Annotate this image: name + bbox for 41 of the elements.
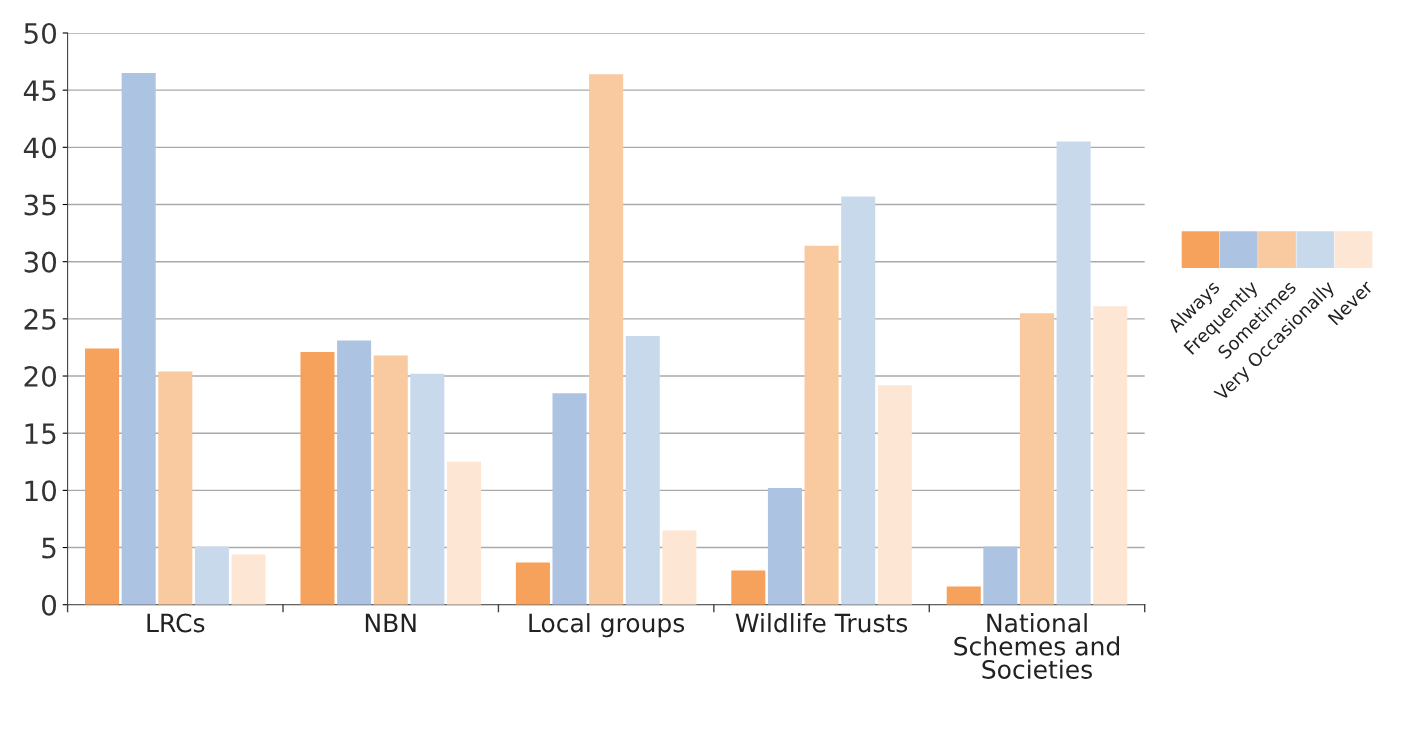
y-tick-label: 25	[24, 308, 56, 330]
y-tick-label: 50	[24, 22, 57, 44]
bar	[300, 352, 335, 605]
bar	[515, 562, 550, 605]
bar	[1093, 306, 1128, 605]
x-tick-label: Wildlife Trusts	[735, 613, 908, 633]
bar	[446, 461, 481, 605]
y-tick-label: 40	[23, 137, 57, 159]
x-tick-label: Local groups	[529, 613, 685, 638]
bar	[194, 546, 229, 605]
bar	[877, 385, 912, 605]
bar	[158, 371, 193, 605]
y-tick-label: 30	[24, 251, 57, 273]
bar	[337, 340, 372, 605]
y-tick-label: 15	[25, 423, 56, 445]
bar	[1019, 313, 1055, 605]
bar	[410, 373, 445, 605]
y-tick-label: 45	[23, 80, 56, 102]
y-tick-label: 35	[24, 194, 56, 216]
bar	[983, 546, 1018, 605]
bar	[946, 586, 981, 605]
y-tick-label: 20	[24, 365, 57, 387]
bar	[552, 393, 587, 605]
y-tick-label: 0	[42, 594, 57, 616]
bar	[804, 245, 839, 605]
y-tick-label: 10	[25, 480, 57, 502]
bar	[841, 196, 876, 605]
bar	[373, 355, 408, 605]
x-tick-label: LRCs	[147, 613, 205, 633]
bar	[231, 554, 266, 605]
bar	[767, 488, 802, 605]
x-tick-label: NBN	[365, 613, 416, 633]
x-tick-label: National Schemes and Societies	[954, 613, 1120, 679]
bar	[589, 74, 624, 605]
bar	[662, 530, 697, 605]
bar	[85, 348, 120, 605]
bar	[1056, 141, 1091, 605]
bar	[121, 73, 156, 605]
bar	[625, 336, 660, 605]
bar	[731, 570, 766, 605]
y-tick-label: 5	[42, 537, 56, 559]
